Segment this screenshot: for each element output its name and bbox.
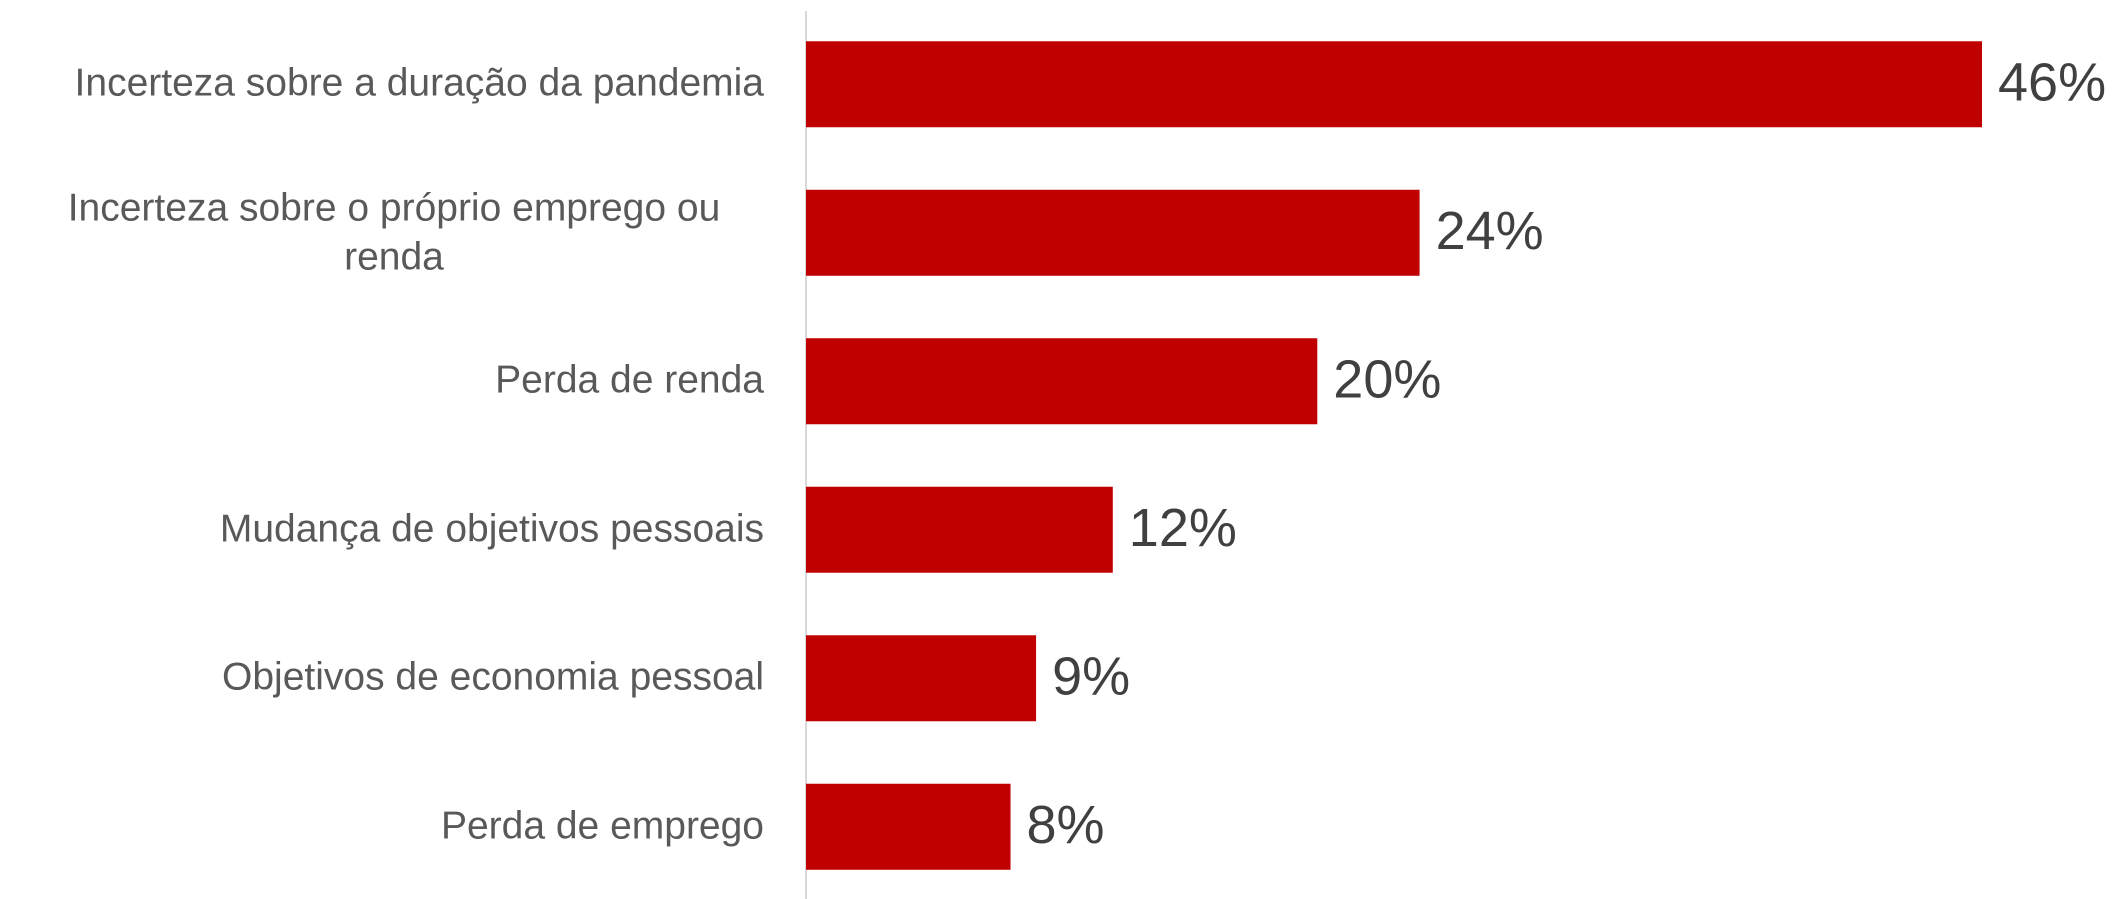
category-label: Perda de renda (495, 358, 764, 402)
category-label-box: Perda de emprego (0, 802, 764, 851)
value-label: 9% (1052, 647, 1130, 707)
bar (806, 338, 1318, 425)
category-label: Incerteza sobre o próprio emprego ou ren… (67, 186, 721, 278)
bar (806, 189, 1420, 276)
category-label: Objetivos de economia pessoal (222, 655, 764, 699)
bar (806, 486, 1113, 573)
category-label-box: Incerteza sobre o próprio emprego ou ren… (0, 184, 764, 282)
value-label: 46% (1998, 53, 2106, 113)
category-label-box: Incerteza sobre a duração da pandemia (0, 60, 764, 109)
value-label: 20% (1333, 350, 1441, 410)
value-label: 12% (1129, 498, 1237, 558)
bar (806, 635, 1037, 722)
category-label-box: Objetivos de economia pessoal (0, 654, 764, 703)
value-label: 8% (1027, 795, 1105, 855)
category-label: Incerteza sobre a duração da pandemia (74, 61, 764, 105)
category-label: Mudança de objetivos pessoais (219, 507, 764, 551)
bar (806, 41, 1982, 128)
category-label: Perda de emprego (440, 804, 764, 848)
bar (806, 783, 1011, 870)
category-label-box: Perda de renda (0, 357, 764, 406)
value-label: 24% (1436, 201, 1544, 261)
category-label-box: Mudança de objetivos pessoais (0, 505, 764, 554)
